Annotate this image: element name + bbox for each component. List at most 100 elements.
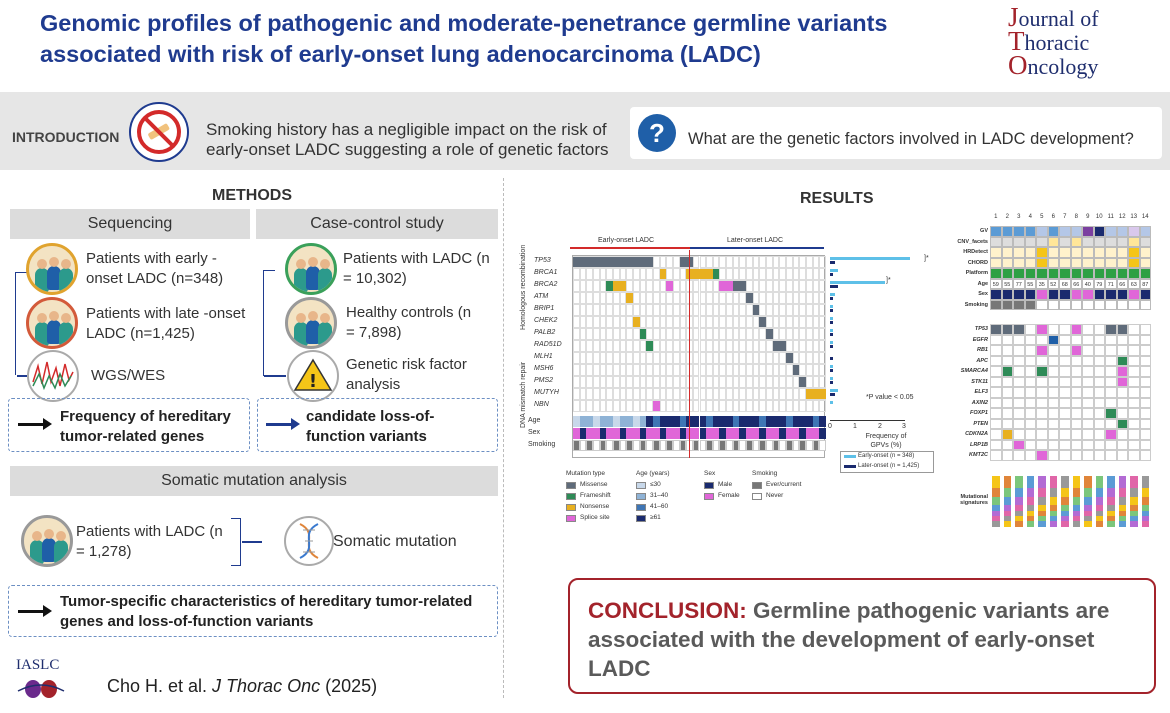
heatmap-cell [1105, 226, 1117, 237]
oncoplot-cell [819, 280, 826, 292]
later-freq-bar [830, 393, 835, 396]
age-cell [599, 416, 607, 427]
oncoplot-cell [766, 364, 773, 376]
heatmap-cell [1001, 257, 1013, 268]
oncoplot-cell [692, 340, 700, 352]
smoking-cell [772, 440, 780, 451]
somatic-cell [1024, 429, 1036, 440]
oncoplot-cell [819, 340, 826, 352]
oncoplot-cell [806, 304, 813, 316]
conclusion-label: CONCLUSION: [588, 598, 747, 623]
oncoplot-cell [659, 388, 667, 400]
somatic-cell [1128, 397, 1140, 408]
somatic-cell [1059, 439, 1071, 450]
oncoplot-cell [573, 268, 580, 280]
somatic-cell [1001, 345, 1013, 356]
late-onset-patients-text: Patients with late -onset LADC (n=1,425) [86, 305, 246, 342]
oncoplot-cell [652, 280, 660, 292]
oncoplot-cell [766, 268, 773, 280]
signature-segment [1118, 505, 1126, 511]
legend-swatch [636, 504, 646, 511]
somatic-cell [1093, 429, 1105, 440]
oncoplot-cell [626, 280, 633, 292]
heatmap-cell: 59 [990, 278, 1002, 289]
oncoplot-cell [592, 400, 600, 412]
somatic-cell [1082, 345, 1094, 356]
oncoplot-cell [752, 400, 760, 412]
oncoplot-cell [819, 352, 826, 364]
somatic-mutation-mark [1117, 377, 1127, 386]
oncoplot-cell [746, 328, 753, 340]
age-cell [652, 416, 660, 427]
oncoplot-cell [799, 256, 807, 268]
track-label: Smoking [528, 441, 556, 448]
somatic-cell [1047, 397, 1059, 408]
signature-segment [1003, 505, 1011, 511]
oncoplot-cell [606, 364, 613, 376]
oncoplot-cell [786, 388, 793, 400]
mutation-mark [792, 365, 800, 375]
somatic-mutation-mark [1117, 325, 1127, 334]
oncoplot-cell [679, 400, 687, 412]
oncoplot-cell [592, 292, 600, 304]
oncoplot-cell [739, 352, 747, 364]
heatmap-cell [1139, 257, 1151, 268]
oncoplot-cell [812, 328, 820, 340]
somatic-cell [1116, 334, 1128, 345]
somatic-cell [1059, 387, 1071, 398]
heatmap-cell [1036, 257, 1048, 268]
heatmap-cell [1047, 299, 1059, 310]
mutation-mark [719, 281, 733, 291]
oncoplot-cell [606, 388, 613, 400]
citation-year: (2025) [325, 676, 378, 696]
somatic-cell [1105, 429, 1117, 440]
heatmap-cell [1070, 226, 1082, 237]
oncoplot-cell [752, 328, 760, 340]
question-icon: ? [638, 114, 676, 152]
citation-authors: Cho H. et al. [107, 676, 213, 696]
heatmap-cell [1105, 247, 1117, 258]
oncoplot-cell [652, 292, 660, 304]
oncoplot-cell [786, 328, 793, 340]
signature-segment [1107, 521, 1115, 527]
oncoplot-cell [679, 364, 687, 376]
signature-segment [1061, 497, 1069, 505]
heatmap-cell [1082, 236, 1094, 247]
oncoplot-cell [672, 268, 680, 280]
signature-segment [1130, 488, 1138, 497]
heatmap-cell [1105, 268, 1117, 279]
sex-cell [759, 428, 767, 439]
heatmap-cell [1116, 236, 1128, 247]
oncoplot-cell [739, 328, 747, 340]
heatmap-cell [1036, 226, 1048, 237]
signature-segment [1107, 476, 1115, 488]
age-cell [573, 416, 580, 427]
somatic-cell [1139, 429, 1151, 440]
signature-segment [1095, 488, 1103, 497]
result-arrow-icon [18, 605, 52, 617]
oncoplot-cell [806, 376, 813, 388]
oncoplot-cell [686, 316, 693, 328]
somatic-cell [1013, 387, 1025, 398]
oncoplot-cell [706, 316, 713, 328]
oncoplot-cell [759, 388, 767, 400]
smoking-cell [806, 440, 813, 451]
somatic-cell [1001, 387, 1013, 398]
somatic-cell [1047, 408, 1059, 419]
oncoplot-cell [746, 364, 753, 376]
legend-swatch [636, 482, 646, 489]
mutation-mark [666, 281, 673, 291]
mutation-mark [626, 293, 633, 303]
heatmap-cell [1116, 299, 1128, 310]
axis-tick-0: 0 [828, 423, 832, 430]
oncoplot-cell [806, 364, 813, 376]
later-freq-bar [830, 297, 833, 300]
somatic-cell [1139, 355, 1151, 366]
somatic-cell [1036, 387, 1048, 398]
mutation-mark [752, 305, 760, 315]
oncoplot-cell [772, 328, 780, 340]
oncoplot-cell [626, 388, 633, 400]
oncoplot-cell [573, 316, 580, 328]
oncoplot-cell [699, 352, 707, 364]
oncoplot-cell [792, 400, 800, 412]
